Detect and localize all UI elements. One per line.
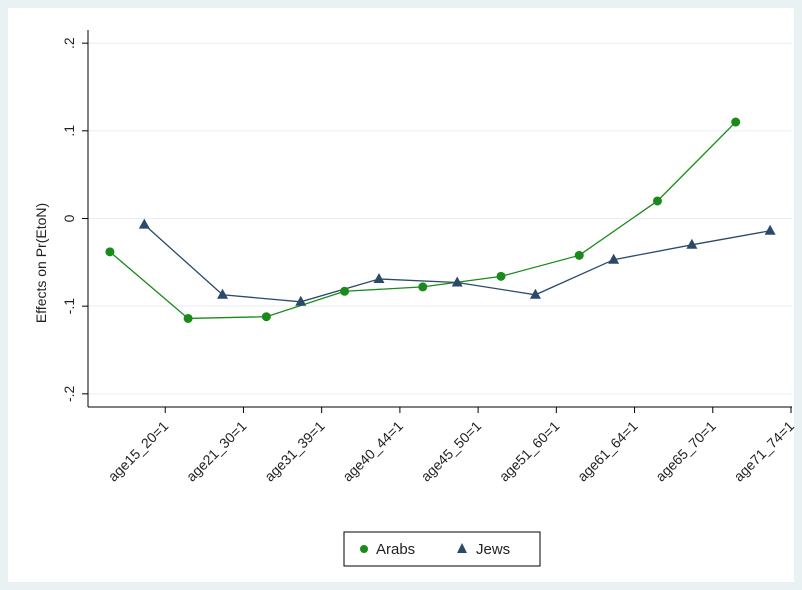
legend-marker-jews [457,543,467,553]
y-tick-label: -.2 [61,385,77,402]
data-point-jews [451,276,463,287]
y-axis-title: Effects on Pr(EtoN) [33,203,49,323]
data-point-jews [686,238,698,249]
legend-marker-arabs [360,545,368,553]
series-markers [105,117,776,323]
data-point-arabs [652,196,662,206]
data-point-arabs [496,271,506,281]
data-point-jews [529,288,541,299]
y-tick-label: .2 [61,37,77,49]
data-point-arabs [261,312,271,322]
y-tick-label: 0 [61,214,77,222]
data-point-jews [217,288,229,299]
data-point-arabs [731,117,741,127]
data-point-arabs [574,250,584,260]
grid [88,42,792,395]
y-tick-label: -.1 [61,298,77,315]
plot-area [8,8,794,582]
data-point-arabs [340,286,350,296]
legend-label-jews: Jews [476,541,510,558]
data-point-jews [764,224,776,235]
data-point-jews [608,253,620,264]
legend-label-arabs: Arabs [376,541,415,558]
data-point-arabs [105,247,115,257]
data-point-arabs [418,282,428,292]
data-point-jews [373,272,385,283]
y-axis: -.2 -.1 0 .1 .2 [61,30,89,407]
data-point-jews [295,295,307,306]
legend-box [343,531,541,567]
data-point-arabs [183,313,193,323]
data-point-jews [138,218,150,229]
legend: Arabs Jews [343,531,541,567]
y-tick-label: .1 [61,125,77,137]
